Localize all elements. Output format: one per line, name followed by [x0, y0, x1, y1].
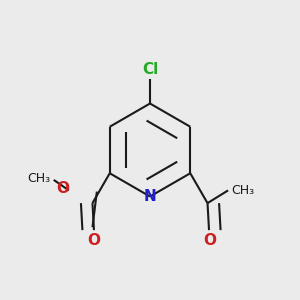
Text: O: O — [56, 182, 69, 196]
Text: O: O — [88, 232, 100, 247]
Text: O: O — [203, 232, 216, 247]
Text: Cl: Cl — [142, 61, 158, 76]
Text: CH₃: CH₃ — [231, 184, 254, 197]
Text: N: N — [144, 189, 156, 204]
Text: CH₃: CH₃ — [28, 172, 51, 185]
